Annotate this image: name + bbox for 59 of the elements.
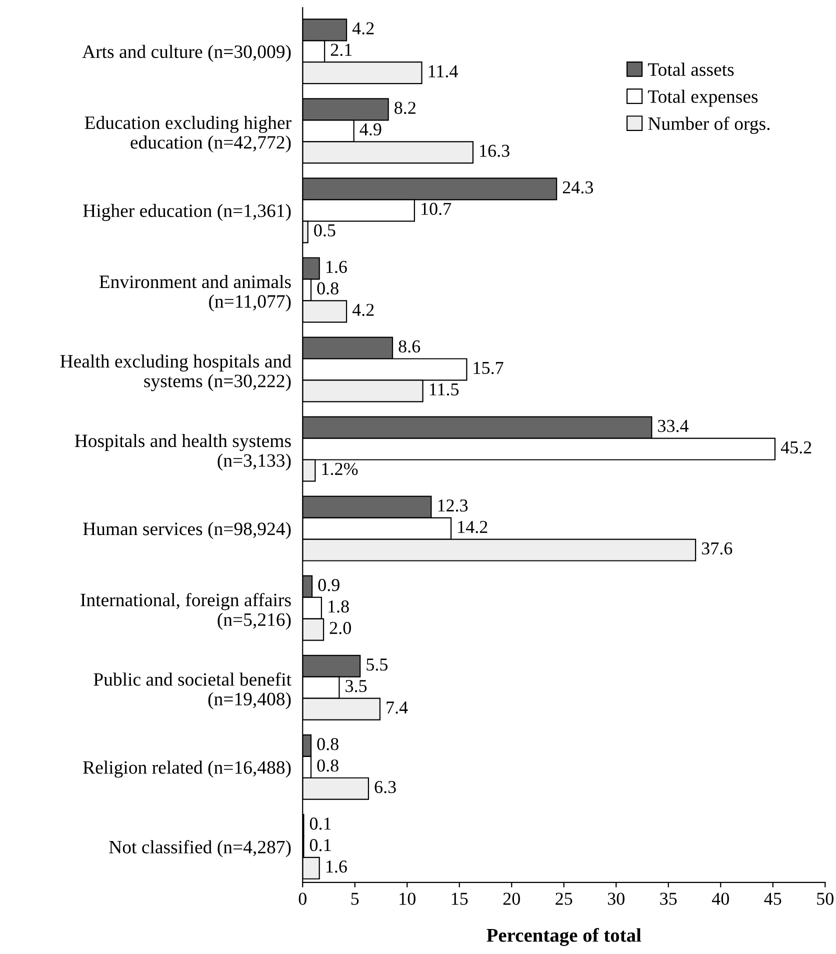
data-label: 6.3: [374, 780, 396, 794]
data-label: 33.4: [658, 420, 689, 432]
x-tick-label: 50: [817, 892, 834, 905]
legend-label: Number of orgs.: [648, 116, 770, 134]
x-tick-label: 30: [608, 892, 624, 905]
y-tick-label: Education excluding higher education (n=42,772): [84, 116, 292, 153]
data-label: 0.5: [314, 224, 336, 236]
x-tick-label: 45: [764, 892, 782, 905]
data-label: 11.5: [430, 383, 459, 396]
data-label: 37.6: [702, 542, 732, 555]
data-label: 7.4: [386, 702, 408, 714]
y-tick-label: Hospitals and health systems (n=3,133): [74, 434, 291, 471]
x-tick-label: 0: [298, 892, 306, 905]
data-label: 5.5: [366, 658, 388, 671]
x-axis-title: Percentage of total: [486, 928, 642, 946]
data-label: 0.9: [318, 578, 340, 592]
data-label: 4.9: [360, 123, 382, 136]
x-tick-label: 15: [452, 892, 468, 905]
data-label: 1.2%: [322, 462, 358, 476]
legend-label: Total expenses: [648, 90, 758, 107]
data-label: 0.1: [310, 838, 331, 852]
y-tick-label: Human services (n=98,924): [83, 522, 291, 540]
data-label: 0.8: [317, 738, 338, 750]
data-label: 24.3: [562, 181, 594, 194]
data-label: 1.6: [326, 260, 347, 274]
data-label: 4.2: [352, 22, 374, 34]
data-label: 10.7: [422, 202, 452, 216]
data-label: 14.2: [458, 520, 488, 534]
y-tick-label: International, foreign affairs (n=5,216): [80, 592, 291, 630]
y-tick-label: Higher education (n=1,361): [83, 204, 291, 221]
x-tick-label: 10: [400, 892, 416, 905]
data-label: 0.8: [317, 282, 338, 295]
x-tick-label: 5: [351, 892, 359, 905]
data-label: 1.8: [328, 600, 349, 613]
y-tick-label: Public and societal benefit (n=19,408): [94, 672, 292, 710]
data-label: 15.7: [474, 362, 504, 374]
data-label: 4.2: [352, 304, 374, 316]
y-tick-label: Religion related (n=16,488): [83, 760, 291, 778]
data-label: 1.6: [326, 860, 347, 873]
y-tick-label: Environment and animals (n=11,077): [99, 274, 291, 312]
data-label: 2.0: [330, 622, 351, 634]
legend-label: Total assets: [648, 62, 734, 76]
data-label: 0.8: [317, 759, 338, 772]
data-label: 8.6: [398, 340, 420, 353]
data-label: 45.2: [780, 441, 812, 454]
x-tick-label: 35: [660, 892, 677, 905]
data-label: 11.4: [428, 65, 458, 78]
y-tick-label: Health excluding hospitals and systems (n=30,222): [60, 354, 292, 392]
x-tick-label: 25: [556, 892, 572, 905]
y-tick-label: Arts and culture (n=30,009): [82, 44, 291, 62]
x-tick-label: 20: [503, 892, 520, 905]
data-label: 2.1: [330, 44, 352, 56]
data-label: 8.2: [394, 102, 416, 114]
y-tick-label: Not classified (n=4,287): [109, 840, 291, 858]
data-label: 0.1: [310, 818, 331, 830]
x-tick-label: 40: [712, 892, 729, 905]
data-label: 16.3: [480, 144, 510, 157]
data-label: 12.3: [438, 499, 468, 512]
data-label: 3.5: [346, 680, 367, 692]
